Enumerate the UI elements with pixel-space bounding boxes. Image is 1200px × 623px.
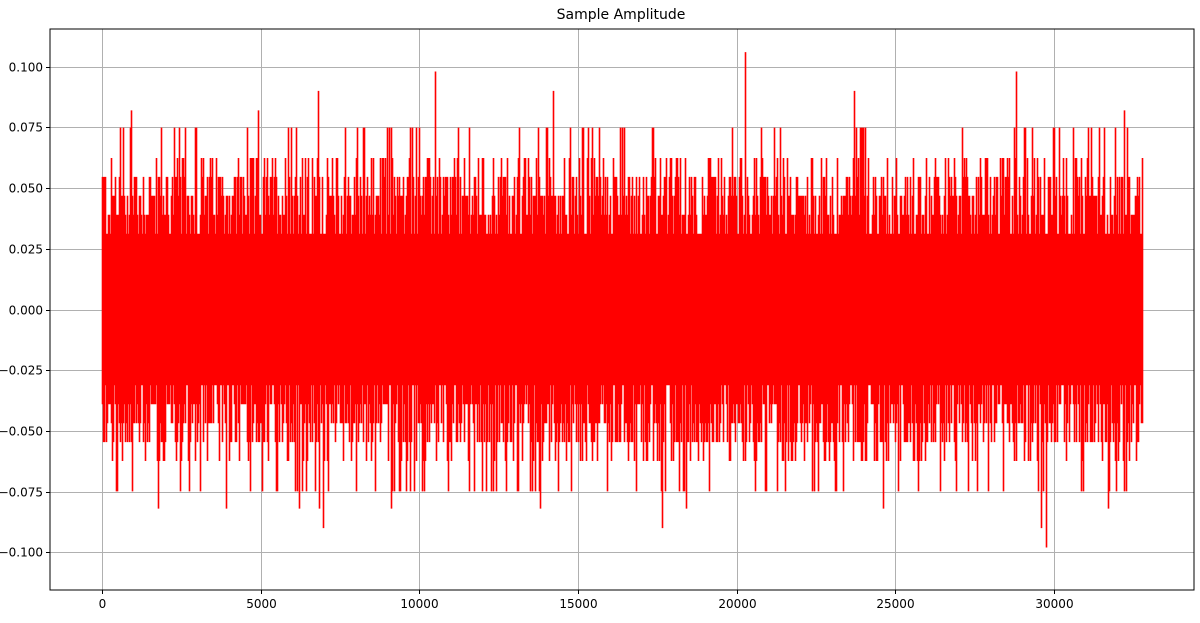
y-tick-label: −0.075 <box>0 486 43 500</box>
y-tick-label: 0.025 <box>9 243 43 257</box>
y-tick-label: 0.100 <box>9 61 43 75</box>
chart-title: Sample Amplitude <box>556 7 686 23</box>
x-tick-label: 5000 <box>246 597 277 611</box>
x-tick-label: 10000 <box>400 597 438 611</box>
y-tick-label: −0.050 <box>0 425 43 439</box>
series-amplitude <box>101 52 1144 548</box>
y-axis: 0.100 0.075 0.050 0.025 0.000 −0.025 −0.050 −0.… <box>0 61 50 560</box>
y-tick-label: 0.075 <box>9 121 43 135</box>
y-tick-label: 0.000 <box>9 304 43 318</box>
y-tick-label: −0.100 <box>0 546 43 560</box>
axes-frame <box>49 28 1195 591</box>
y-tick-label: 0.050 <box>9 182 43 196</box>
x-tick-label: 0 <box>99 597 107 611</box>
x-tick-label: 25000 <box>876 597 914 611</box>
x-tick-label: 15000 <box>559 597 597 611</box>
x-tick-label: 20000 <box>718 597 756 611</box>
x-axis: 0 5000 10000 15000 20000 25000 30000 <box>99 590 1074 611</box>
y-tick-label: −0.025 <box>0 364 43 378</box>
x-tick-label: 30000 <box>1035 597 1073 611</box>
